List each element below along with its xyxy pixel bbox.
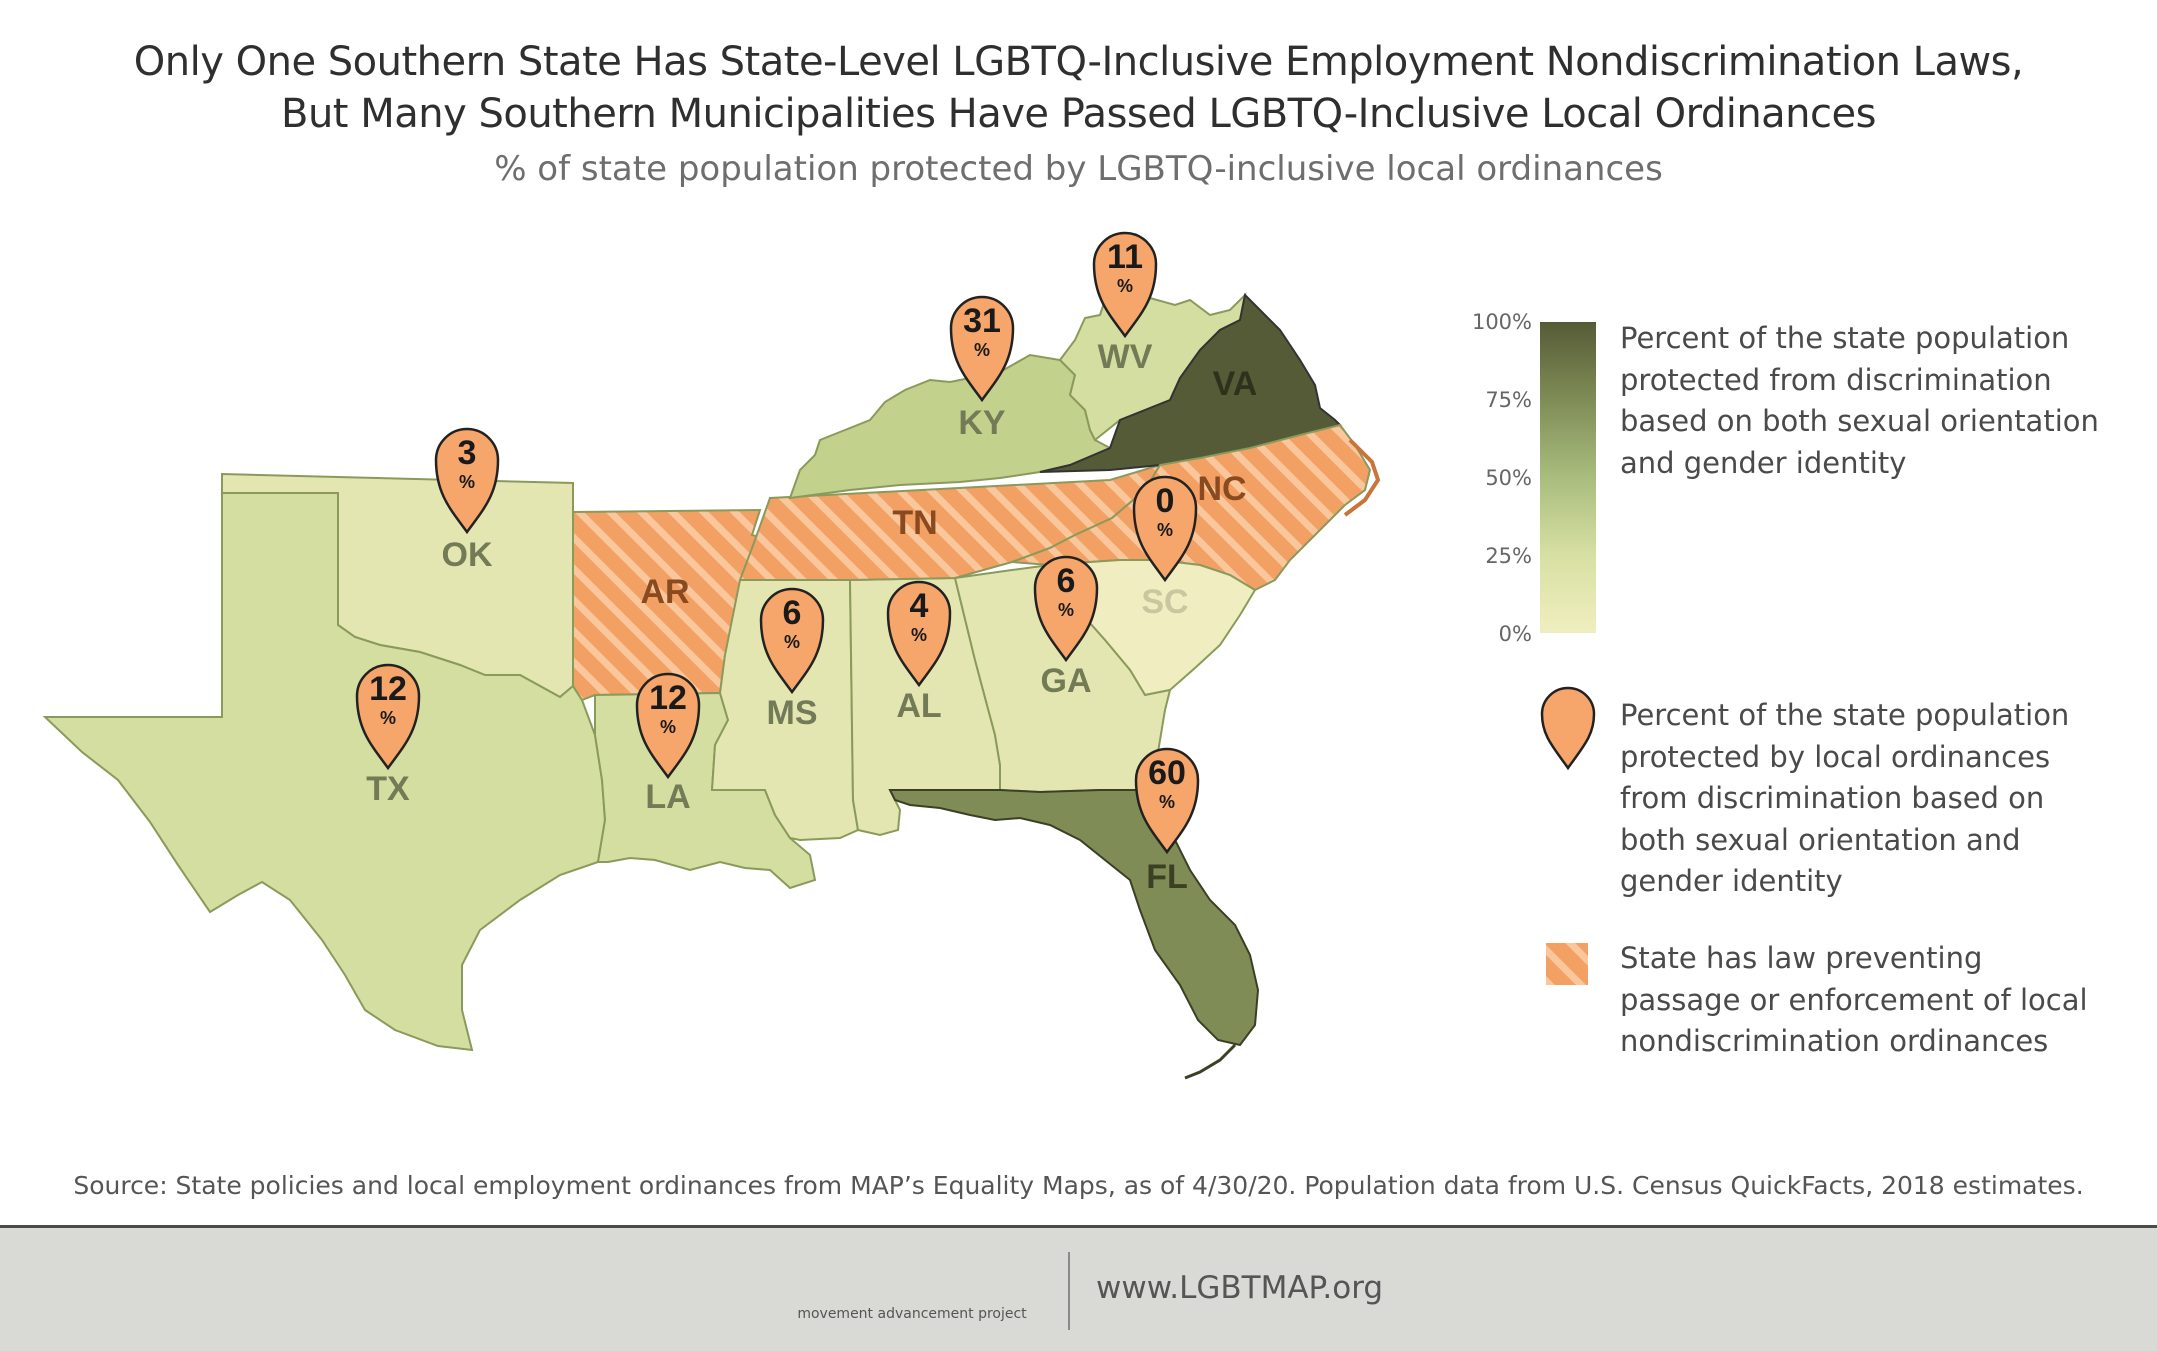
logo-tagline: movement advancement project [797, 1306, 1027, 1322]
legend-pin-line: from discrimination based on [1620, 781, 2045, 815]
pin-percent-sign: % [1159, 792, 1175, 812]
pin-value: 11 [1107, 238, 1143, 276]
state-label-sc: SC [1141, 583, 1188, 621]
state-label-ok: OK [442, 536, 493, 574]
pin-tx: 12% [355, 663, 421, 771]
pin-value: 0 [1156, 482, 1175, 520]
fl-keys [1184, 1043, 1237, 1080]
legend-pin-line: Percent of the state population [1620, 698, 2070, 732]
legend-scale-line: protected from discrimination [1620, 362, 2052, 397]
state-ky [788, 353, 1113, 500]
legend-scale-line: based on both sexual orientation [1620, 404, 2099, 438]
pin-al: 4% [886, 580, 952, 688]
map-pin-icon [355, 663, 421, 771]
pin-ky: 31% [949, 295, 1015, 403]
pin-percent-sign: % [380, 708, 396, 728]
footer-rule [0, 1225, 2157, 1228]
map-pin-icon [635, 672, 701, 780]
pin-percent-sign: % [784, 632, 800, 652]
legend-scale-line: and gender identity [1620, 445, 1907, 480]
legend-scale-line: Percent of the state population [1620, 321, 2070, 355]
pin-value: 3 [458, 434, 477, 472]
pin-la: 12% [635, 672, 701, 780]
pin-percent-sign: % [1157, 520, 1173, 540]
title-line-2: But Many Southern Municipalities Have Pa… [281, 91, 1876, 137]
map-pin-icon [949, 295, 1015, 403]
state-label-va: VA [1213, 365, 1258, 403]
legend-preempt-line: State has law preventing [1620, 941, 1983, 975]
website-link[interactable]: www.LGBTMAP.org [1096, 1270, 1384, 1306]
legend-preempt-line: passage or enforcement of local [1620, 982, 2088, 1017]
pin-percent-sign: % [911, 625, 927, 645]
legend-pin-line: protected by local ordinances [1620, 739, 2051, 774]
pin-fl: 60% [1134, 747, 1200, 855]
scale-tick-25: 25% [1485, 544, 1532, 568]
pin-ms: 6% [759, 587, 825, 695]
pin-value: 6 [783, 594, 802, 632]
state-label-ky: KY [958, 404, 1006, 442]
scale-tick-0: 0% [1498, 622, 1532, 646]
legend-pin-line: gender identity [1620, 864, 1843, 898]
scale-tick-100: 100% [1471, 310, 1532, 334]
state-label-fl: FL [1146, 858, 1188, 896]
state-label-wv: WV [1098, 338, 1153, 376]
map-pin-icon [1132, 475, 1198, 583]
legend-color-scale [1540, 322, 1596, 633]
map-pin-icon [886, 580, 952, 688]
legend-preemption-swatch [1546, 943, 1588, 985]
pin-ok: 3% [434, 427, 500, 535]
pin-value: 12 [649, 679, 687, 717]
legend-pin-icon [1540, 686, 1596, 771]
state-label-ar: AR [640, 573, 689, 611]
map-pin-icon [1033, 555, 1099, 663]
legend-preemption-text: State has law preventing passage or enfo… [1620, 938, 2088, 1063]
legend-pin-text: Percent of the state population protecte… [1620, 695, 2069, 903]
state-label-ms: MS [767, 694, 818, 732]
title-line-1: Only One Southern State Has State-Level … [133, 39, 2024, 85]
nc-outer-banks [1343, 438, 1381, 517]
scale-tick-75: 75% [1485, 388, 1532, 412]
pin-percent-sign: % [974, 340, 990, 360]
state-label-nc: NC [1197, 470, 1246, 508]
state-tx [42, 492, 607, 1052]
pin-percent-sign: % [660, 717, 676, 737]
scale-tick-50: 50% [1485, 466, 1532, 490]
state-fl [888, 789, 1260, 1047]
state-label-ga: GA [1041, 662, 1092, 700]
pin-value: 60 [1148, 754, 1186, 792]
legend-pin-line: both sexual orientation and [1620, 822, 2021, 857]
subtitle: % of state population protected by LGBTQ… [494, 149, 1663, 189]
legend-scale-text: Percent of the state population protecte… [1620, 318, 2099, 484]
map-pin-icon [1092, 231, 1158, 339]
pin-ga: 6% [1033, 555, 1099, 663]
map-pin-icon [759, 587, 825, 695]
pin-percent-sign: % [1058, 600, 1074, 620]
state-label-la: LA [645, 778, 690, 816]
pin-wv: 11% [1092, 231, 1158, 339]
pin-value: 31 [963, 302, 1001, 340]
pin-value: 4 [910, 587, 929, 625]
pin-value: 12 [369, 670, 407, 708]
pin-percent-sign: % [459, 472, 475, 492]
title-block: Only One Southern State Has State-Level … [0, 36, 2157, 194]
footer-divider [1068, 1252, 1070, 1330]
pin-value: 6 [1057, 562, 1076, 600]
state-label-al: AL [896, 687, 941, 725]
legend-preempt-line: nondiscrimination ordinances [1620, 1024, 2049, 1058]
source-note: Source: State policies and local employm… [73, 1171, 2084, 1200]
pin-sc: 0% [1132, 475, 1198, 583]
pin-percent-sign: % [1117, 276, 1133, 296]
map-pin-icon [434, 427, 500, 535]
state-labels: TX OK AR LA MS AL TN KY WV VA NC SC GA FL [366, 338, 1257, 896]
footer [0, 1228, 2157, 1351]
state-label-tx: TX [366, 770, 410, 808]
local-ordinance-pins: 12%3%12%6%4%31%11%0%6%60% [355, 231, 1200, 855]
state-label-tn: TN [892, 504, 937, 542]
state-va [1039, 292, 1342, 473]
map-pin-icon [1134, 747, 1200, 855]
